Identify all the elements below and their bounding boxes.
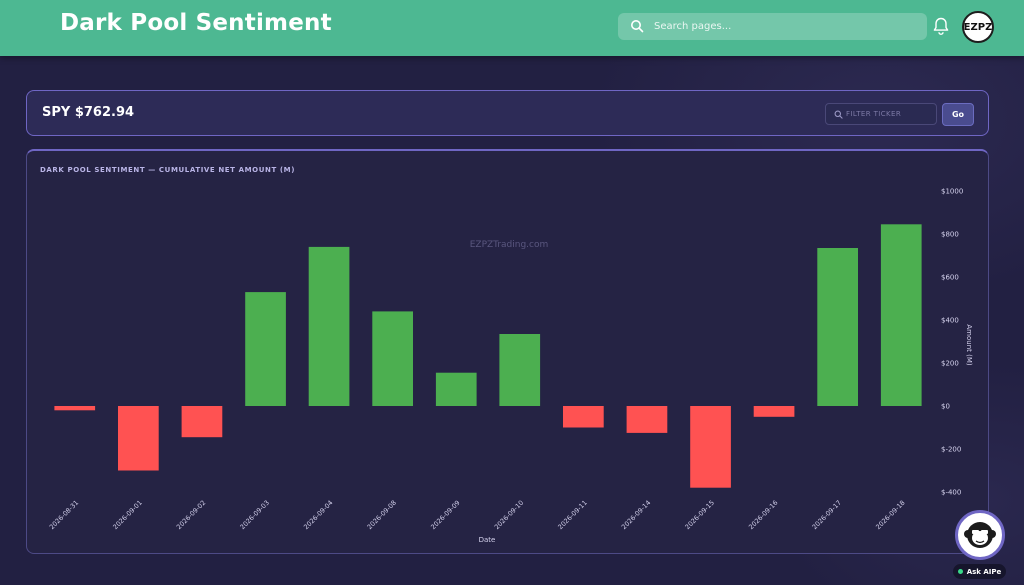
- bar-2026-09-03[interactable]: [245, 292, 286, 406]
- y-tick-label: $800: [941, 231, 959, 239]
- x-tick-label: 2026-09-08: [366, 499, 398, 531]
- bar-2026-09-08[interactable]: [372, 311, 413, 406]
- ai-assistant-avatar[interactable]: [955, 510, 1005, 560]
- bell-icon[interactable]: [931, 16, 951, 36]
- user-avatar[interactable]: EZPZ: [962, 11, 994, 43]
- y-axis-label: Amount (M): [965, 324, 973, 366]
- x-tick-label: 2026-09-14: [620, 499, 652, 531]
- y-tick-label: $0: [941, 403, 950, 411]
- sentiment-bar-chart: EZPZTrading.com $1000 $800 $600 $400 $200 $0 $…: [48, 188, 973, 545]
- top-header: Dark Pool Sentiment EZPZ: [0, 0, 1024, 56]
- x-tick-label: 2026-09-09: [429, 499, 461, 531]
- ticker-price-label: SPY $762.94: [42, 105, 135, 120]
- ticker-panel: SPY $762.94 Go: [26, 90, 989, 136]
- ask-ai-button[interactable]: Ask AIPe: [953, 564, 1006, 579]
- bar-2026-09-17[interactable]: [817, 248, 858, 406]
- online-status-dot: [957, 569, 963, 574]
- bar-2026-09-01[interactable]: [118, 406, 159, 471]
- x-tick-label: 2026-09-01: [111, 499, 143, 531]
- x-axis-label: Date: [479, 536, 496, 544]
- search-input[interactable]: [654, 13, 919, 40]
- search-icon: [631, 20, 644, 33]
- y-tick-label: $200: [941, 360, 959, 368]
- monkey-mascot-icon: [964, 522, 996, 548]
- avatar-logo-text: EZPZ: [963, 21, 993, 33]
- y-tick-label: $600: [941, 274, 959, 282]
- x-tick-label: 2026-09-10: [493, 499, 525, 531]
- y-tick-label: $400: [941, 317, 959, 325]
- x-tick-label: 2026-09-03: [239, 499, 271, 531]
- go-button[interactable]: Go: [942, 103, 974, 126]
- bar-2026-09-18[interactable]: [880, 224, 922, 406]
- bar-2026-09-02[interactable]: [181, 406, 223, 438]
- bar-2026-09-15[interactable]: [690, 406, 731, 488]
- filter-ticker-box[interactable]: [825, 103, 937, 125]
- y-tick-label: $1000: [941, 188, 963, 196]
- bar-2026-09-11[interactable]: [563, 406, 604, 428]
- bar-2026-08-31[interactable]: [54, 406, 96, 411]
- x-tick-label: 2026-09-02: [175, 499, 207, 531]
- bar-2026-09-14[interactable]: [626, 406, 668, 433]
- bar-2026-09-10[interactable]: [499, 334, 541, 406]
- bar-2026-09-09[interactable]: [435, 372, 477, 406]
- chart-title: DARK POOL SENTIMENT — CUMULATIVE NET AMO…: [40, 166, 296, 174]
- filter-ticker-input[interactable]: [846, 104, 934, 124]
- x-tick-label: 2026-09-04: [302, 499, 334, 531]
- x-tick-label: 2026-09-16: [747, 499, 779, 531]
- search-icon: [834, 110, 843, 119]
- x-tick-label: 2026-09-11: [556, 499, 588, 531]
- bar-2026-09-04[interactable]: [308, 246, 350, 406]
- chart-panel: DARK POOL SENTIMENT — CUMULATIVE NET AMO…: [26, 149, 989, 554]
- x-tick-label: 2026-09-15: [684, 499, 716, 531]
- chart-watermark: EZPZTrading.com: [470, 240, 549, 250]
- ask-ai-label: Ask AIPe: [966, 567, 1002, 576]
- page-title: Dark Pool Sentiment: [60, 10, 332, 36]
- search-box[interactable]: [618, 13, 927, 40]
- bar-2026-09-16[interactable]: [753, 406, 795, 417]
- x-tick-label: 2026-09-17: [811, 499, 843, 531]
- y-tick-label: $-200: [941, 446, 961, 454]
- x-tick-label: 2026-09-18: [874, 499, 906, 531]
- x-tick-label: 2026-08-31: [48, 499, 80, 531]
- y-tick-label: $-400: [941, 489, 961, 497]
